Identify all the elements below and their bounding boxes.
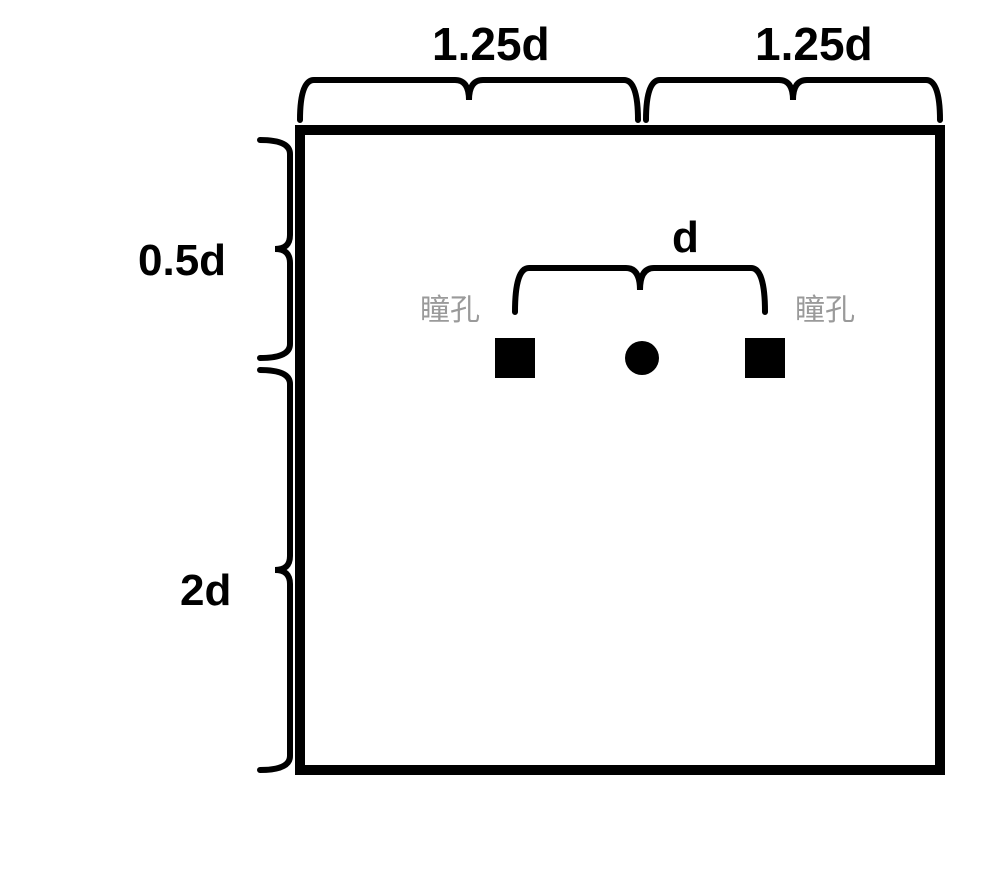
- pupil-label-right: 瞳孔: [795, 294, 855, 327]
- center-dot: [625, 341, 659, 375]
- dim-side-lower: 2d: [180, 566, 231, 615]
- dim-top-right: 1.25d: [755, 18, 873, 70]
- pupil-left: [495, 338, 535, 378]
- dim-top-left: 1.25d: [432, 18, 550, 70]
- pupil-label-left: 瞳孔: [420, 294, 480, 327]
- pupil-right: [745, 338, 785, 378]
- dim-side-upper: 0.5d: [138, 236, 226, 285]
- dim-d-inner: d: [672, 213, 699, 262]
